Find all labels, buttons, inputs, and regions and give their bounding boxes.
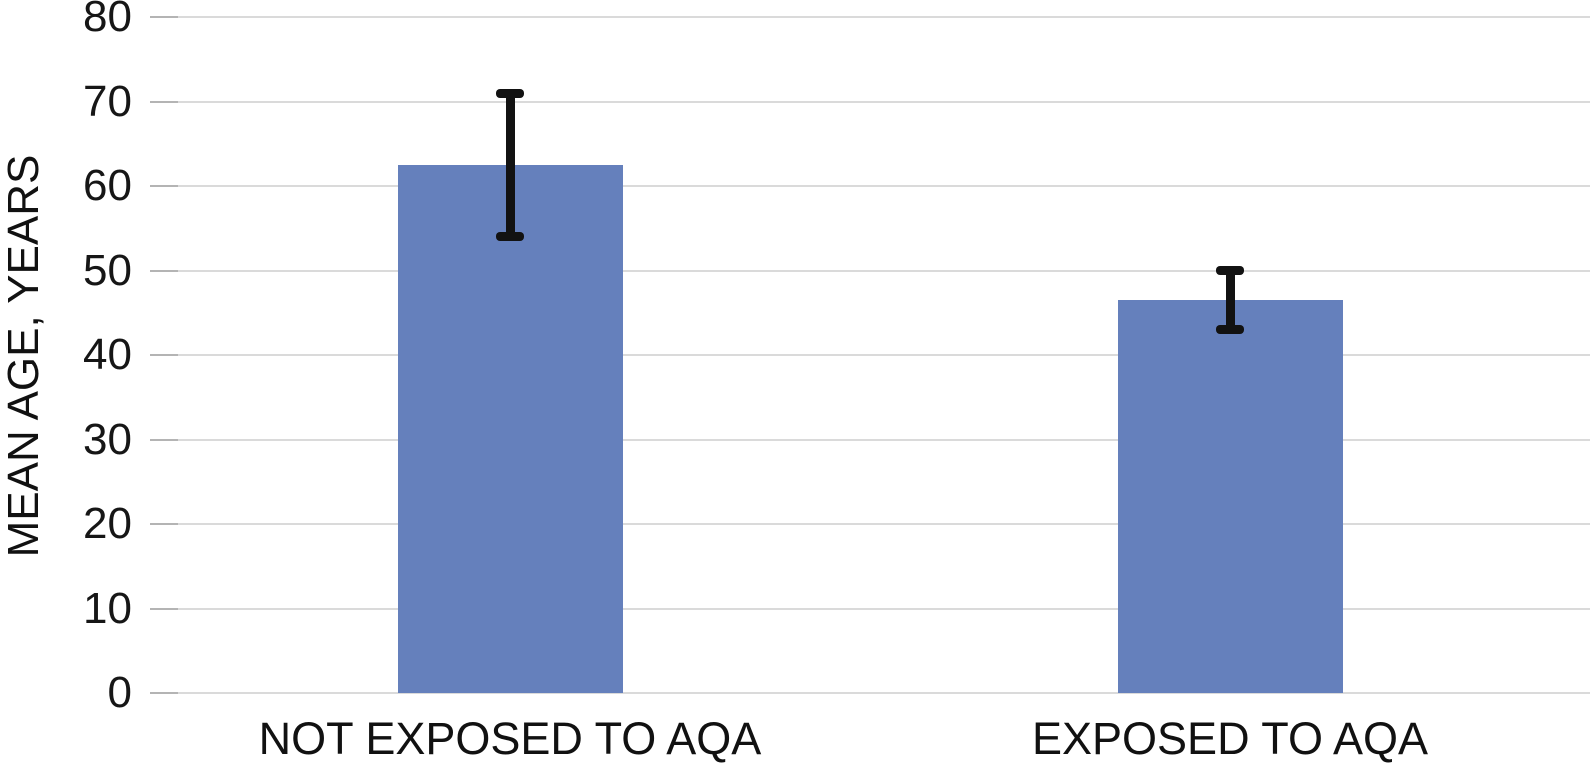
error-bar-stem <box>1225 270 1235 330</box>
y-tick-label: 40 <box>83 330 132 379</box>
gridline <box>150 523 1590 525</box>
plot-area <box>150 16 1590 694</box>
axis-tick <box>150 607 178 610</box>
bar-exposed <box>1117 300 1343 693</box>
gridline <box>150 16 1590 18</box>
y-tick-label: 0 <box>107 668 132 717</box>
error-bar-cap-bottom <box>496 232 524 242</box>
axis-tick <box>150 438 178 441</box>
axis-tick <box>150 269 178 272</box>
gridline <box>150 692 1590 694</box>
error-bar-stem <box>505 93 515 237</box>
axis-tick <box>150 354 178 356</box>
gridline <box>150 438 1590 441</box>
gridline <box>150 269 1590 272</box>
error-bar-cap-top <box>1216 266 1244 275</box>
y-tick-label: 80 <box>83 0 132 41</box>
gridline <box>150 607 1590 610</box>
x-category-label: EXPOSED TO AQA <box>1032 713 1428 764</box>
y-tick-label: 30 <box>83 414 132 464</box>
x-category-label: NOT EXPOSED TO AQA <box>258 713 762 764</box>
error-bar-cap-bottom <box>1216 325 1244 335</box>
y-tick-label: 10 <box>83 583 132 633</box>
y-tick-label: 60 <box>83 161 132 210</box>
axis-tick <box>150 185 178 187</box>
axis-tick <box>150 692 178 694</box>
gridline <box>150 100 1590 103</box>
y-tick-label: 50 <box>83 245 132 295</box>
y-tick-label: 70 <box>83 76 132 126</box>
error-bar-cap-top <box>496 88 524 98</box>
axis-tick <box>150 16 178 18</box>
bar-not-exposed <box>397 164 623 693</box>
y-tick-label: 20 <box>83 499 132 548</box>
axis-tick <box>150 100 178 103</box>
axis-tick <box>150 523 178 525</box>
gridline <box>150 354 1590 356</box>
gridline <box>150 185 1590 187</box>
